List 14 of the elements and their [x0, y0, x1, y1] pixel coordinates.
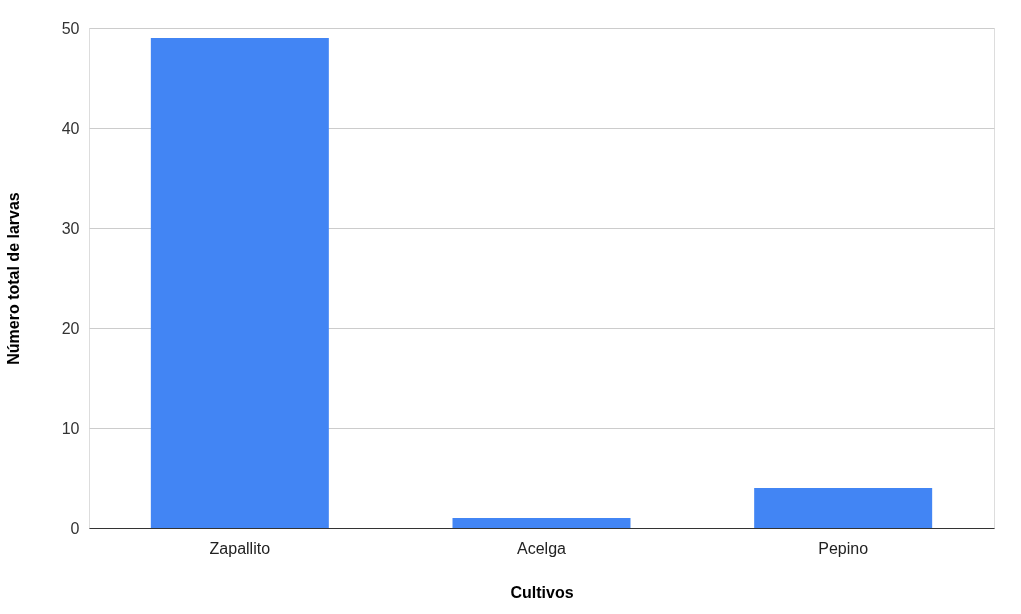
y-tick-label: 10: [61, 419, 80, 437]
y-tick-label: 40: [61, 119, 80, 137]
x-tick-label: Pepino: [818, 539, 869, 557]
x-tick-label: Acelga: [517, 539, 567, 557]
bar: [150, 38, 329, 528]
y-tick-label: 30: [61, 219, 80, 237]
y-tick-label: 0: [70, 519, 80, 537]
y-tick-label: 20: [61, 319, 80, 337]
bar: [452, 518, 631, 528]
x-axis-title: Cultivos: [510, 583, 574, 601]
y-tick-label: 50: [61, 19, 80, 37]
bar: [754, 488, 933, 528]
x-tick-label: Zapallito: [209, 539, 271, 557]
y-axis-title: Número total de larvas: [4, 192, 22, 365]
